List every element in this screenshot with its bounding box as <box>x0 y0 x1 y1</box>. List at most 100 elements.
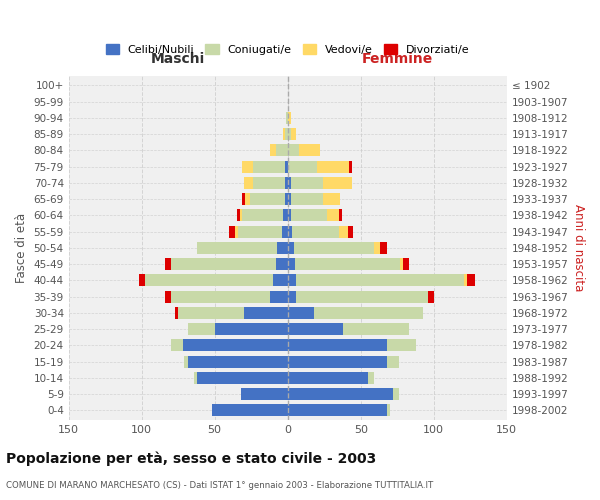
Bar <box>287 290 296 302</box>
Bar <box>175 307 178 319</box>
Bar <box>287 193 290 205</box>
Bar <box>464 274 467 286</box>
Bar <box>287 112 290 124</box>
Bar <box>292 226 339 237</box>
Bar <box>349 160 352 172</box>
Bar <box>270 290 287 302</box>
Bar <box>343 323 409 335</box>
Bar <box>276 258 287 270</box>
Bar <box>347 226 353 237</box>
Bar <box>285 160 287 172</box>
Bar <box>400 258 403 270</box>
Bar <box>339 226 347 237</box>
Y-axis label: Fasce di età: Fasce di età <box>15 213 28 283</box>
Bar <box>287 160 317 172</box>
Bar <box>287 323 343 335</box>
Bar <box>145 274 273 286</box>
Bar <box>317 160 349 172</box>
Bar <box>296 274 464 286</box>
Bar <box>287 226 292 237</box>
Bar <box>287 210 290 222</box>
Bar <box>287 242 293 254</box>
Bar <box>171 290 270 302</box>
Bar <box>323 193 340 205</box>
Bar <box>242 210 283 222</box>
Bar <box>282 226 287 237</box>
Bar <box>188 356 287 368</box>
Bar <box>139 274 145 286</box>
Bar <box>339 210 342 222</box>
Bar <box>165 258 171 270</box>
Bar <box>287 356 387 368</box>
Bar <box>296 290 428 302</box>
Bar <box>287 144 299 156</box>
Bar <box>287 177 290 189</box>
Bar <box>368 372 374 384</box>
Bar <box>283 210 287 222</box>
Bar <box>178 307 244 319</box>
Bar <box>238 226 282 237</box>
Bar <box>197 372 287 384</box>
Bar <box>212 404 287 416</box>
Text: Femmine: Femmine <box>362 52 433 66</box>
Bar <box>374 242 380 254</box>
Bar <box>287 274 296 286</box>
Bar <box>428 290 434 302</box>
Bar <box>403 258 409 270</box>
Bar <box>387 404 390 416</box>
Bar <box>314 307 424 319</box>
Bar <box>277 242 287 254</box>
Bar <box>253 160 285 172</box>
Bar <box>250 193 285 205</box>
Bar <box>286 112 287 124</box>
Bar <box>287 388 393 400</box>
Bar <box>241 388 287 400</box>
Bar <box>295 258 400 270</box>
Bar <box>380 242 387 254</box>
Bar <box>215 323 287 335</box>
Bar <box>287 372 368 384</box>
Bar <box>287 340 387 351</box>
Bar <box>327 210 339 222</box>
Bar <box>244 177 253 189</box>
Bar <box>182 340 287 351</box>
Bar <box>244 307 287 319</box>
Bar <box>287 404 387 416</box>
Bar <box>287 258 295 270</box>
Bar <box>285 128 287 140</box>
Bar <box>290 210 327 222</box>
Bar <box>285 177 287 189</box>
Bar <box>393 388 398 400</box>
Bar <box>283 128 285 140</box>
Bar <box>242 160 253 172</box>
Bar <box>287 307 314 319</box>
Legend: Celibi/Nubili, Coniugati/e, Vedovi/e, Divorziati/e: Celibi/Nubili, Coniugati/e, Vedovi/e, Di… <box>101 40 475 59</box>
Bar <box>285 193 287 205</box>
Bar <box>467 274 475 286</box>
Bar <box>387 356 398 368</box>
Bar <box>194 372 197 384</box>
Bar <box>197 242 277 254</box>
Bar <box>287 128 290 140</box>
Bar <box>299 144 320 156</box>
Bar <box>188 323 215 335</box>
Bar <box>171 340 182 351</box>
Bar <box>290 128 296 140</box>
Bar <box>290 177 323 189</box>
Bar <box>236 210 239 222</box>
Bar <box>253 177 285 189</box>
Bar <box>239 210 242 222</box>
Text: Maschi: Maschi <box>151 52 205 66</box>
Bar <box>235 226 238 237</box>
Bar <box>290 193 323 205</box>
Text: Popolazione per età, sesso e stato civile - 2003: Popolazione per età, sesso e stato civil… <box>6 451 376 466</box>
Bar <box>242 193 245 205</box>
Bar <box>276 144 287 156</box>
Bar <box>184 356 188 368</box>
Bar <box>273 274 287 286</box>
Bar <box>270 144 276 156</box>
Bar <box>229 226 235 237</box>
Bar <box>245 193 250 205</box>
Y-axis label: Anni di nascita: Anni di nascita <box>572 204 585 292</box>
Bar <box>323 177 352 189</box>
